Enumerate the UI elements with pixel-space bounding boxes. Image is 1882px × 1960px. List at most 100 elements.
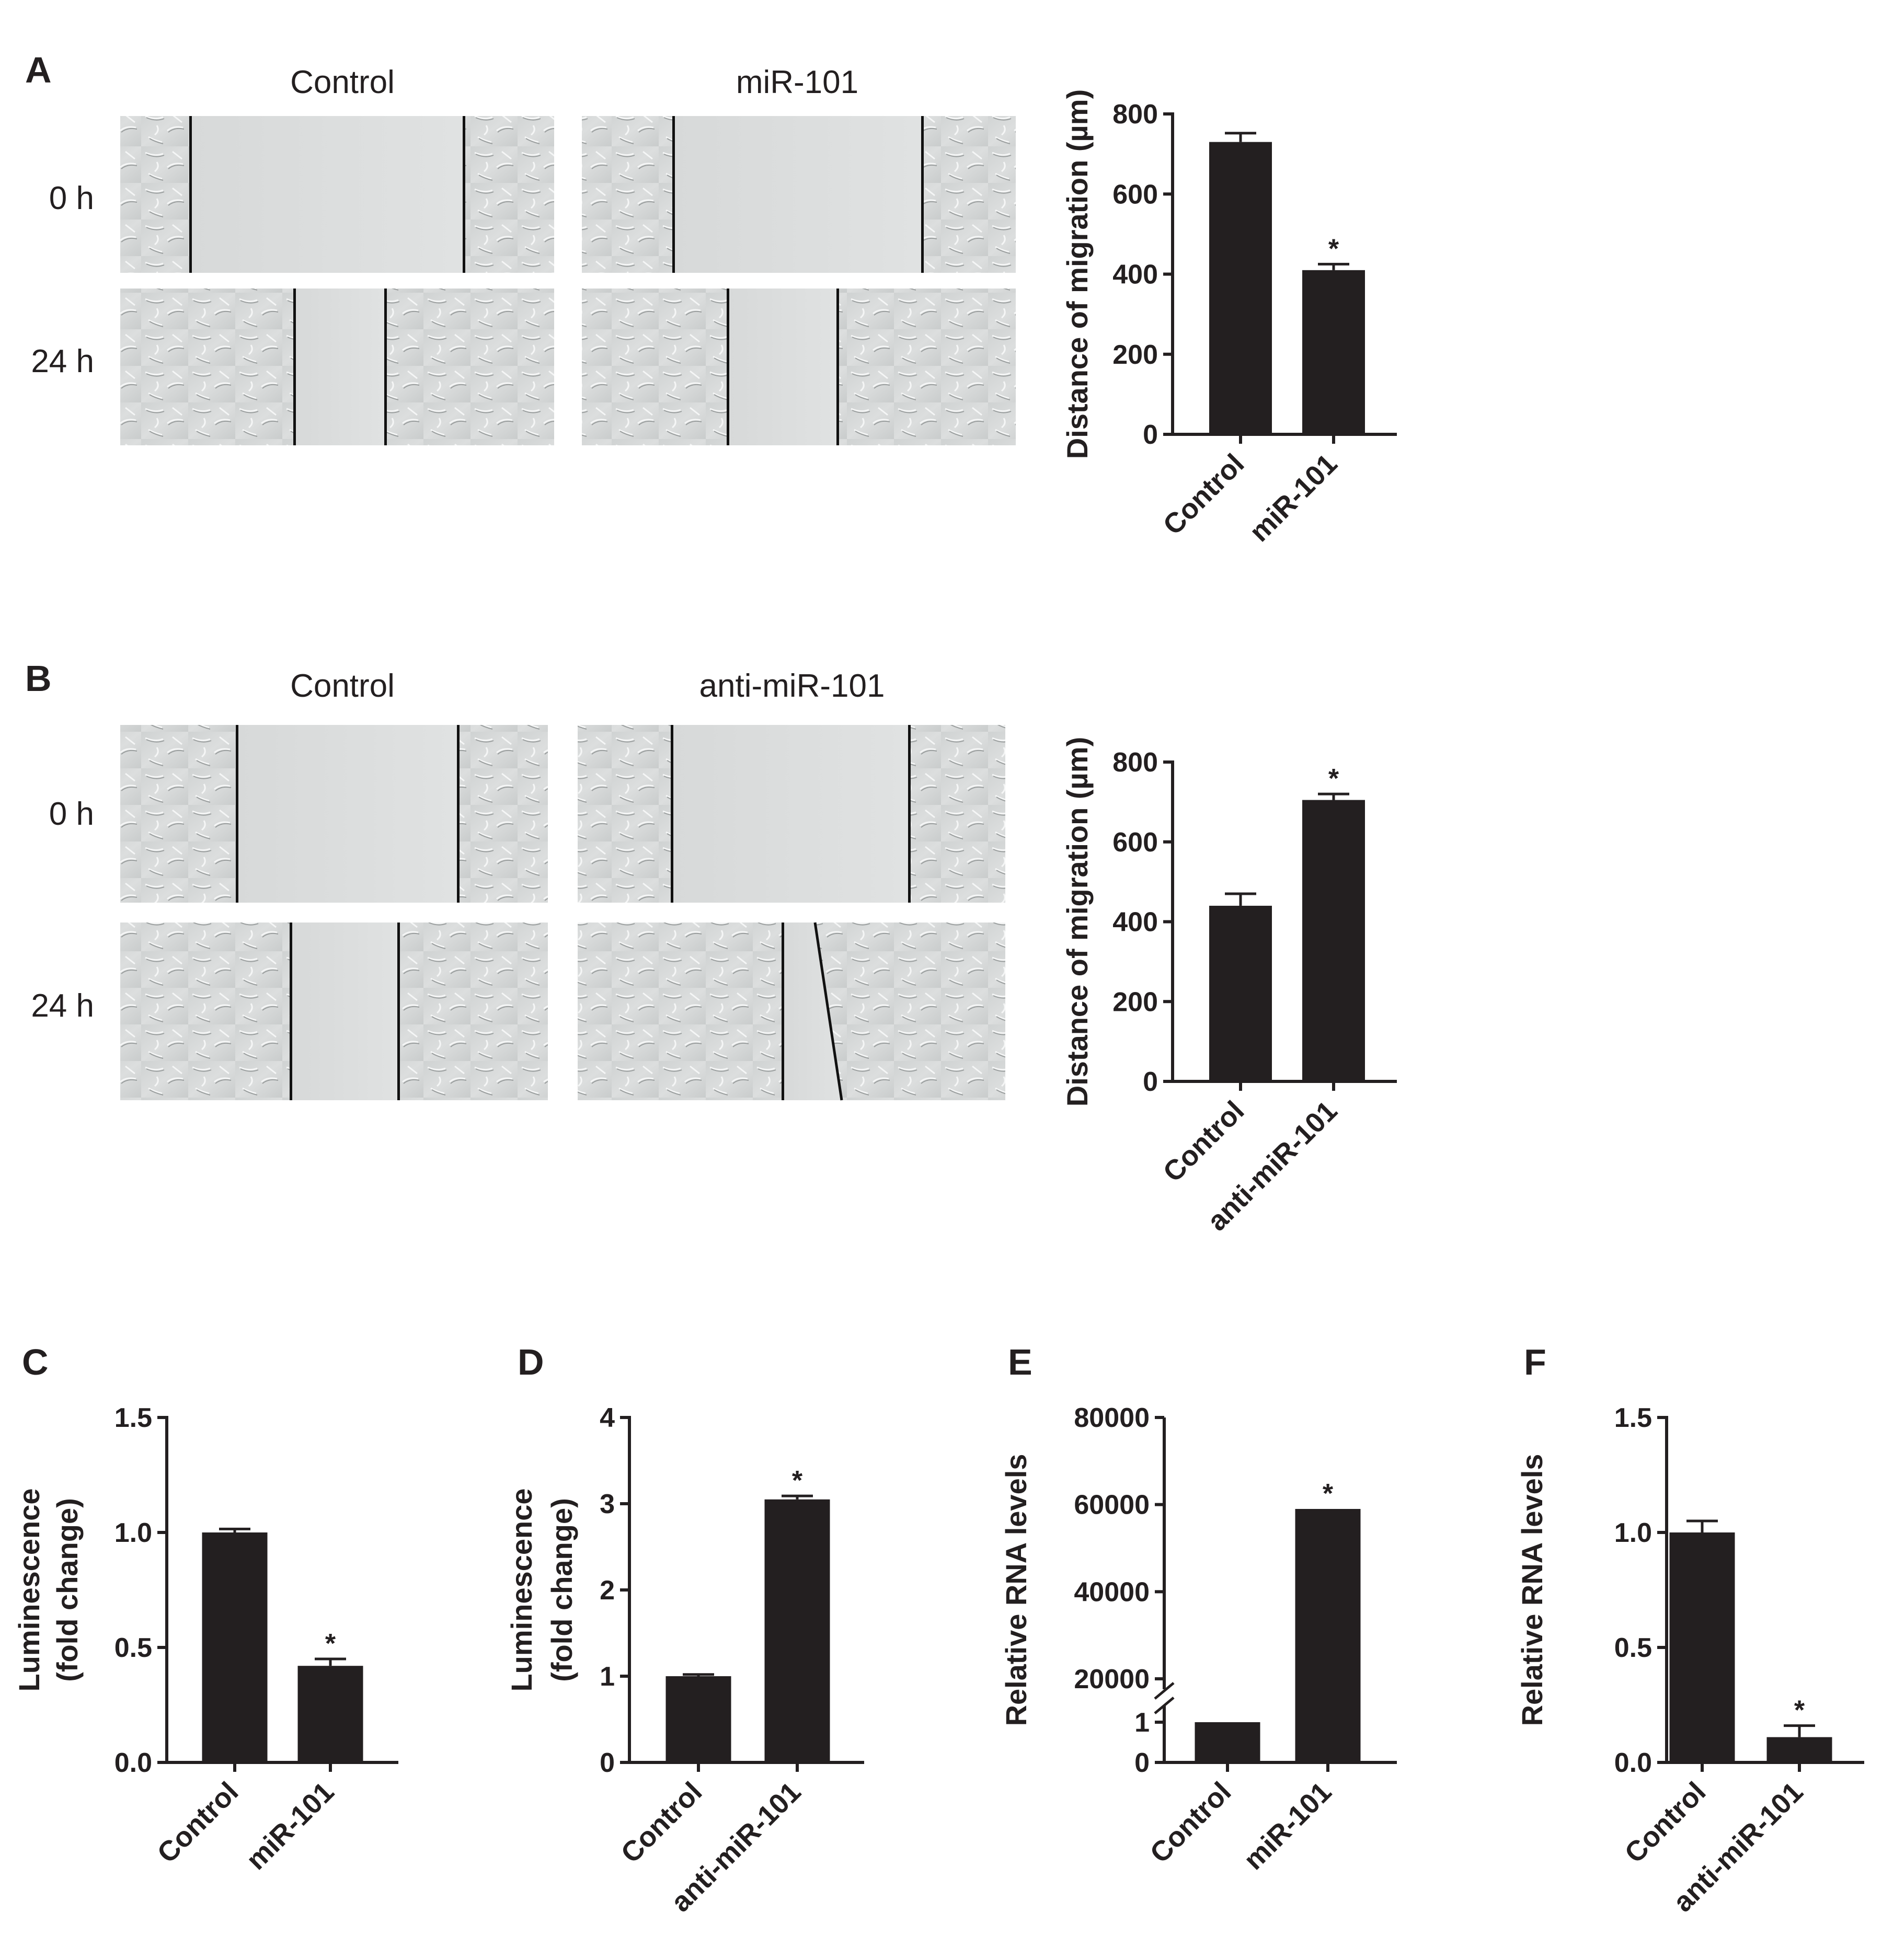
y-tick-label: 4: [600, 1403, 615, 1433]
significance-marker: *: [1328, 764, 1339, 794]
bar-anti-mir-101: [1766, 1737, 1832, 1762]
x-category-label: miR-101: [240, 1776, 340, 1876]
micrograph-a-mir101-0h: [582, 116, 1016, 273]
wound-edge-line: [727, 289, 729, 445]
y-tick-label: 1.5: [114, 1403, 152, 1433]
bar-control: [1209, 142, 1272, 434]
wound-edge-line: [908, 725, 911, 903]
axis-break-mark: [1154, 1697, 1175, 1714]
significance-marker: *: [325, 1629, 336, 1659]
y-tick-label: 0.5: [114, 1633, 152, 1663]
y-tick-label: 600: [1112, 179, 1158, 210]
wound-edge-line: [457, 725, 460, 903]
y-axis-title: Distance of migration (µm): [1061, 737, 1094, 1106]
bar-anti-mir-101: [764, 1499, 830, 1762]
y-tick-label: 1.5: [1614, 1403, 1652, 1433]
y-axis-title: Relative RNA levels: [1516, 1454, 1548, 1726]
y-axis-title: (fold change): [51, 1498, 84, 1682]
bar-control: [202, 1532, 268, 1762]
y-tick-label: 400: [1112, 260, 1158, 290]
wound-edge-line: [672, 116, 675, 273]
panel-a-row-label-24h: 24 h: [31, 343, 94, 379]
x-category-label: miR-101: [1238, 1776, 1338, 1876]
bar-control: [1669, 1532, 1735, 1762]
micrograph-a-control-24h: [120, 289, 554, 445]
wound-edge-line: [671, 725, 673, 903]
y-tick-label: 800: [1112, 747, 1158, 778]
chart-b-migration-distance: 0 200 400 600 800 Distance of migration (µm) C…: [1061, 737, 1397, 1237]
wound-edge-line: [921, 116, 924, 273]
bar-control: [1195, 1722, 1260, 1762]
micrograph-a-mir101-24h: [582, 289, 1016, 445]
y-tick-label: 0.0: [1614, 1748, 1652, 1778]
micrograph-b-anti-mir101-0h: [578, 725, 1005, 903]
y-axis-title: (fold change): [545, 1498, 578, 1682]
panel-b-col-label-treatment: anti-miR-101: [699, 668, 885, 704]
panel-letter-e: E: [1008, 1342, 1032, 1382]
bar-control: [665, 1676, 731, 1762]
y-tick-label: 0.0: [114, 1748, 152, 1778]
y-axis-title: Distance of migration (µm): [1061, 89, 1094, 459]
panel-letter-f: F: [1524, 1342, 1546, 1382]
chart-c-luminescence: 0.0 0.5 1.0 1.5 Luminescence (fold change) Con…: [13, 1403, 398, 1876]
chart-e-relative-rna: 0 1 20000 40000 60000 80000 Relative RNA level…: [1000, 1403, 1397, 1876]
y-tick-label: 1.0: [114, 1518, 152, 1548]
x-category-label: Control: [1157, 1095, 1250, 1188]
panel-a-col-label-treatment: miR-101: [736, 64, 858, 100]
y-axis-title: Luminescence: [505, 1488, 538, 1691]
x-category-label: Control: [1144, 1776, 1237, 1869]
y-tick-label: 20000: [1074, 1664, 1150, 1694]
y-tick-label: 400: [1112, 907, 1158, 938]
panel-b: B Control anti-miR-101 0 h 24 h: [25, 658, 1005, 1101]
x-category-label: Control: [1619, 1776, 1712, 1869]
wound-edge-line: [836, 289, 839, 445]
x-category-label: Control: [1157, 448, 1250, 541]
wound-edge-line: [782, 923, 784, 1100]
panel-a: A Control miR-101 0 h 24 h: [25, 50, 1016, 445]
y-tick-label: 0: [1143, 1067, 1158, 1097]
panel-a-col-label-control: Control: [290, 64, 395, 100]
y-tick-label: 200: [1112, 987, 1158, 1017]
y-tick-label: 1: [1134, 1708, 1150, 1738]
y-tick-label: 60000: [1074, 1490, 1150, 1520]
y-tick-label: 1: [600, 1662, 615, 1692]
significance-marker: *: [1794, 1696, 1805, 1726]
micrograph-b-anti-mir101-24h: [578, 922, 1005, 1101]
bar-control: [1209, 905, 1272, 1081]
micrograph-a-control-0h: [120, 116, 554, 273]
wound-edge-line: [290, 923, 292, 1100]
wound-edge-line: [236, 725, 238, 903]
panel-b-row-label-24h: 24 h: [31, 988, 94, 1024]
y-tick-label: 200: [1112, 340, 1158, 370]
y-tick-label: 0: [600, 1748, 615, 1778]
micrograph-b-control-0h: [120, 725, 548, 903]
x-category-label: Control: [151, 1776, 244, 1869]
panel-a-row-label-0h: 0 h: [49, 180, 94, 216]
wound-edge-line: [463, 116, 465, 273]
x-category-label: Control: [615, 1776, 708, 1869]
y-tick-label: 600: [1112, 827, 1158, 858]
significance-marker: *: [792, 1466, 803, 1496]
y-tick-label: 80000: [1074, 1403, 1150, 1433]
bar-mir-101: [1302, 270, 1365, 434]
wound-edge-line: [397, 923, 400, 1100]
panel-letter-d: D: [518, 1342, 544, 1382]
wound-edge-line: [293, 289, 296, 445]
y-tick-label: 0.5: [1614, 1633, 1652, 1663]
axis-break-mark: [1154, 1682, 1175, 1700]
wound-edge-line: [189, 116, 192, 273]
x-category-label: miR-101: [1244, 448, 1344, 548]
y-tick-label: 40000: [1074, 1577, 1150, 1607]
bar-anti-mir-101: [1302, 800, 1365, 1081]
y-tick-label: 0: [1134, 1748, 1150, 1778]
significance-marker: *: [1328, 234, 1339, 264]
chart-a-migration-distance: 0 200 400 600 800 Distance of migration (µm) C…: [1061, 89, 1397, 548]
bar-mir-101: [1295, 1509, 1361, 1762]
y-tick-label: 1.0: [1614, 1518, 1652, 1548]
y-tick-label: 2: [600, 1575, 615, 1606]
panel-b-row-label-0h: 0 h: [49, 796, 94, 832]
y-axis-title: Luminescence: [13, 1488, 45, 1691]
wound-edge-line: [813, 922, 843, 1101]
